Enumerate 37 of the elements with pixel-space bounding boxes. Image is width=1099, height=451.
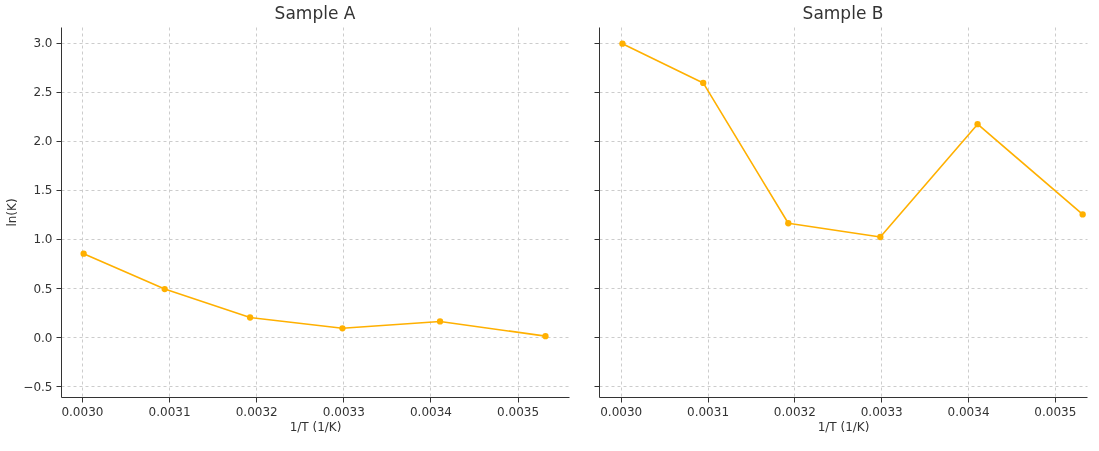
x-tick-label: 0.0031 [687, 404, 730, 419]
x-tick-label: 0.0030 [61, 404, 104, 419]
x-tick-label: 0.0034 [947, 404, 990, 419]
x-tick-label: 0.0033 [322, 404, 365, 419]
point [542, 333, 549, 340]
y-tick-label: −0.5 [23, 379, 53, 394]
chart-title: Sample A [274, 3, 356, 23]
y-tick-label: 0.5 [33, 281, 53, 296]
y-tick-label: 1.5 [33, 183, 53, 198]
point [246, 314, 254, 321]
y-tick-label: 3.0 [33, 36, 53, 51]
point [161, 285, 168, 293]
x-axis-title: 1/T (1/K) [817, 419, 870, 434]
x-tick-label: 0.0031 [148, 404, 191, 419]
y-tick-label: 0.0 [33, 330, 53, 345]
x-tick-label: 0.0033 [860, 404, 903, 419]
point [436, 318, 444, 325]
x-tick-label: 0.0032 [235, 404, 278, 419]
point [80, 250, 87, 257]
point [974, 121, 981, 128]
x-tick-label: 0.0030 [600, 404, 643, 419]
x-axis-title: 1/T (1/K) [289, 419, 342, 434]
y-tick-label: 1.0 [33, 232, 53, 247]
x-tick-label: 0.0032 [773, 404, 816, 419]
x-tick-label: 0.0035 [497, 404, 540, 419]
point [619, 40, 626, 47]
x-tick-label: 0.0035 [1034, 404, 1077, 419]
x-tick-label: 0.0034 [409, 404, 452, 419]
point [700, 79, 707, 87]
y-tick-label: 2.5 [33, 85, 53, 100]
point [785, 220, 792, 227]
point [1079, 211, 1086, 218]
chart-title: Sample B [802, 3, 884, 23]
y-tick-label: 2.0 [33, 134, 53, 149]
y-axis-title: ln(K) [5, 198, 20, 227]
point [339, 325, 346, 332]
point [877, 233, 884, 241]
